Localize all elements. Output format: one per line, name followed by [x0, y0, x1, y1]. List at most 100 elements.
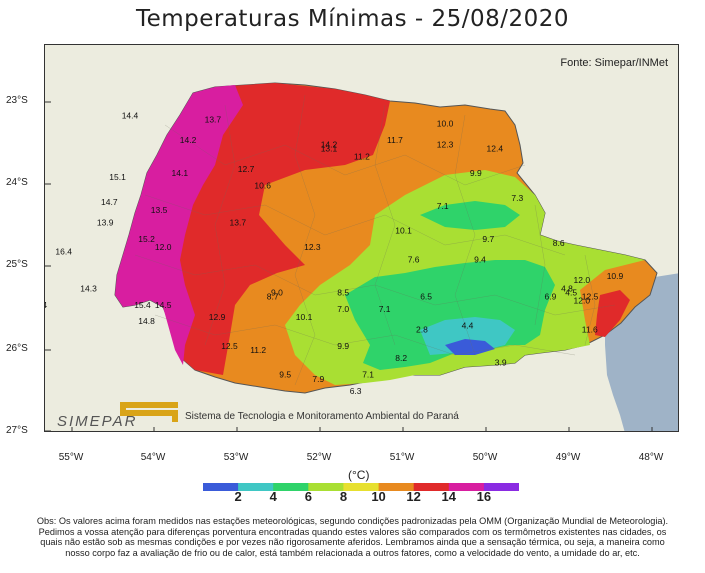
station-value: 7.3 — [511, 193, 523, 203]
station-value: 6.5 — [420, 292, 432, 302]
station-value: 12.3 — [437, 139, 454, 149]
color-scale-tick: 16 — [476, 489, 492, 504]
station-value: 12.5 — [582, 292, 599, 302]
lon-label: 55°W — [58, 452, 84, 463]
station-value: 12.0 — [574, 296, 591, 306]
station-value: 14.4 — [122, 111, 139, 121]
footnote: Obs: Os valores acima foram medidos nas … — [36, 516, 669, 558]
station-value: 9.7 — [482, 234, 494, 244]
color-scale-segment — [483, 483, 519, 491]
simepar-logo-icon — [120, 402, 178, 422]
lat-label: 25°S — [6, 259, 28, 270]
station-value: 14.2 — [180, 135, 197, 145]
station-value: 12.5 — [221, 341, 238, 351]
station-value: 13.9 — [97, 217, 114, 227]
station-value: 14.3 — [80, 283, 97, 293]
station-value: 10.0 — [437, 119, 454, 129]
color-scale-tick: 8 — [339, 489, 348, 504]
station-value: 15.2 — [138, 234, 155, 244]
coastal-zone-12-14 — [595, 290, 630, 337]
station-value: 15.4 — [134, 300, 151, 310]
station-value: 12.0 — [574, 275, 591, 285]
station-value: 15.1 — [109, 172, 126, 182]
station-value: 4.4 — [462, 320, 474, 330]
station-value: 12.7 — [238, 164, 255, 174]
station-value: 9.5 — [279, 370, 291, 380]
station-value: 14.8 — [138, 316, 155, 326]
station-value: 8.2 — [395, 353, 407, 363]
station-value: 16.4 — [55, 246, 72, 256]
lat-label: 23°S — [6, 95, 28, 106]
lat-label: 26°S — [6, 343, 28, 354]
station-value: 14.7 — [101, 197, 118, 207]
station-value: 9.9 — [337, 341, 349, 351]
station-value: 9.9 — [470, 168, 482, 178]
station-value: 10.6 — [254, 180, 271, 190]
lon-label: 54°W — [140, 452, 166, 463]
station-value: 7.1 — [437, 201, 449, 211]
axis-ticks — [45, 101, 653, 431]
station-value: 3.9 — [495, 357, 507, 367]
logo-subtitle: Sistema de Tecnologia e Monitoramento Am… — [185, 411, 459, 422]
zone-6-8-north — [420, 201, 520, 230]
station-value: 12.9 — [209, 312, 226, 322]
station-value: 7.6 — [408, 255, 420, 265]
temperature-map: 14.4 13.714.2 14.213.111.211.710.012.3 12.4… — [45, 82, 678, 431]
color-scale-segment — [203, 483, 239, 491]
logo-wordmark: SIMEPAR — [57, 413, 138, 430]
color-scale-segment — [308, 483, 344, 491]
station-value: 12.3 — [304, 242, 321, 252]
color-scale-tick: 4 — [269, 489, 277, 504]
station-value: 11.7 — [387, 135, 403, 145]
station-value: 9.0 — [271, 287, 283, 297]
station-value: 2.8 — [416, 324, 428, 334]
map-title: Temperaturas Mínimas - 25/08/2020 — [135, 6, 570, 32]
station-value: 8.5 — [337, 287, 349, 297]
color-scale-tick: 14 — [441, 489, 456, 504]
lat-label: 24°S — [6, 177, 28, 188]
station-value: 8.7 — [267, 292, 279, 302]
map-frame: 14.4 13.7 14.2 14.2 13.1 11.2 11.7 10.0 12.3 12.4… — [44, 44, 679, 432]
station-value: 6.3 — [350, 386, 362, 396]
station-value: 6.9 — [545, 292, 557, 302]
station-value: 14.2 — [321, 139, 338, 149]
color-scale-segment — [343, 483, 379, 491]
zone-4-6 — [420, 317, 515, 355]
lon-label: 53°W — [223, 452, 249, 463]
station-value: 12.0 — [155, 242, 172, 252]
zone-above-14 — [115, 85, 243, 365]
lat-label: 27°S — [6, 425, 28, 436]
data-source: Fonte: Simepar/INMet — [560, 57, 668, 69]
color-scale-tick: 12 — [406, 489, 421, 504]
color-scale-segment — [378, 483, 415, 491]
lon-label: 49°W — [555, 452, 581, 463]
station-value: 14.1 — [172, 168, 189, 178]
station-value: 11.2 — [354, 152, 370, 162]
station-value: 13.7 — [230, 217, 247, 227]
station-value: 14.5 — [155, 300, 172, 310]
station-value: 7.0 — [337, 304, 349, 314]
station-value: 10.1 — [395, 226, 412, 236]
color-scale-segment — [238, 483, 274, 491]
color-scale-segment — [448, 483, 485, 491]
legend-unit: (°C) — [348, 468, 370, 482]
station-value: 7.1 — [379, 304, 391, 314]
station-value: 10.9 — [607, 271, 624, 281]
lon-label: 48°W — [638, 452, 664, 463]
station-value: 13.1 — [321, 143, 338, 153]
lon-label: 50°W — [472, 452, 498, 463]
lon-label: 51°W — [389, 452, 415, 463]
color-scale-bar — [203, 483, 519, 491]
station-value: 4.8 — [561, 283, 573, 293]
color-scale-tick: 2 — [234, 489, 242, 504]
zone-2-4 — [445, 339, 495, 355]
color-scale-segment — [273, 483, 309, 491]
station-value: 13.7 — [205, 115, 222, 125]
station-value: 10.1 — [296, 312, 313, 322]
lon-label: 52°W — [306, 452, 332, 463]
color-scale-tick: 10 — [371, 489, 386, 504]
station-value: 12.4 — [487, 143, 504, 153]
station-value: 7.1 — [362, 370, 374, 380]
station-value: 8.6 — [553, 238, 565, 248]
station-value: 9.4 — [474, 255, 486, 265]
